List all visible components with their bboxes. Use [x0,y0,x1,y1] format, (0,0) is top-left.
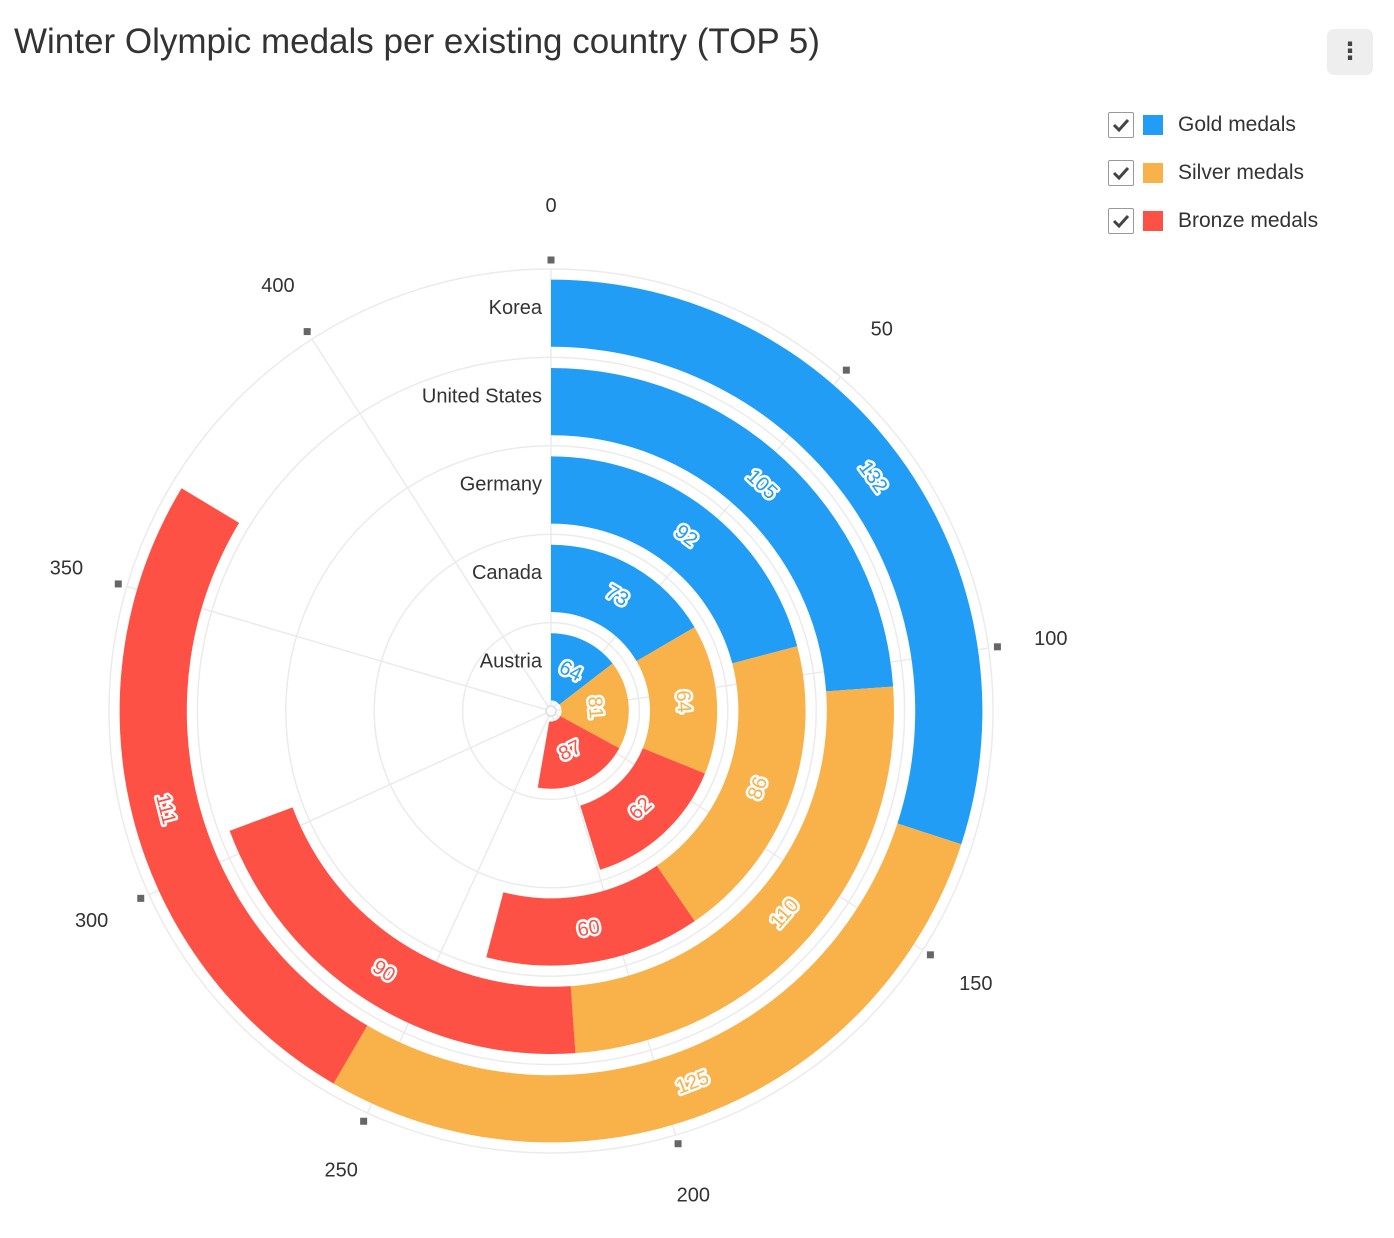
bar-segment[interactable] [486,865,695,966]
checkbox-gold[interactable] [1108,112,1134,138]
bar-segment[interactable] [656,646,806,922]
bar-segment[interactable] [559,663,629,749]
data-label: 64 [671,690,695,714]
tick-mark [547,256,555,264]
checkmark-icon [1112,214,1130,228]
bar-segment[interactable] [537,716,620,789]
tick-mark [360,1117,368,1125]
checkbox-silver[interactable] [1108,160,1134,186]
bar-segment[interactable] [570,686,894,1054]
ticks-layer: 0 50 100 150 200 250 300 350 400 [50,195,1068,1207]
more-vert-icon: ⋮ [1338,38,1362,65]
legend-label-bronze: Bronze medals [1178,209,1319,232]
data-label: 60 [576,916,602,941]
category-label: United States [422,385,542,407]
legend-swatch-gold [1143,115,1163,135]
bar-segment[interactable] [551,544,695,662]
bar-segment[interactable] [636,627,718,774]
category-label: Austria [480,650,543,672]
legend-swatch-bronze [1143,211,1163,231]
chart-title: Winter Olympic medals per existing count… [14,22,820,61]
tick-mark [842,366,850,374]
tick-label: 200 [677,1185,710,1207]
tick-label: 400 [261,275,294,297]
checkmark-icon [1112,118,1130,132]
data-label: 81 [583,696,607,720]
tick-label: 250 [325,1159,358,1181]
legend-item-silver[interactable]: Silver medals [1108,156,1318,190]
bar-segment[interactable] [551,456,798,664]
legend-label-silver: Silver medals [1178,161,1305,184]
legend: Gold medals Silver medals Bronze medals [1108,108,1318,252]
tick-label: 100 [1034,628,1067,650]
tick-label: 0 [545,195,556,217]
bar-segment[interactable] [580,748,705,870]
tick-mark [114,580,122,588]
category-label: Korea [489,297,543,319]
tick-mark [674,1140,682,1148]
bar-segment[interactable] [551,279,983,845]
grid-spoke [311,338,552,712]
tick-mark [303,328,311,336]
bar-segment[interactable] [551,368,894,692]
tick-label: 350 [50,558,83,580]
category-label: Canada [472,562,543,584]
category-labels-layer: Korea United States Germany Canada Austria [422,297,543,673]
bar-segment[interactable] [333,823,962,1143]
tick-mark [993,643,1001,651]
legend-swatch-silver [1143,163,1163,183]
tick-mark [137,894,145,902]
center-dot [545,705,557,717]
tick-label: 300 [75,910,108,932]
checkmark-icon [1112,166,1130,180]
checkbox-bronze[interactable] [1108,208,1134,234]
bar-segment[interactable] [229,807,576,1054]
bars-layer [119,279,983,1143]
chart-menu-button[interactable]: ⋮ [1327,29,1373,75]
tick-label: 150 [959,973,992,995]
legend-item-gold[interactable]: Gold medals [1108,108,1318,142]
category-label: Germany [460,474,542,496]
bar-segment[interactable] [119,488,368,1084]
legend-label-gold: Gold medals [1178,113,1296,136]
tick-mark [926,951,934,959]
bar-segment[interactable] [551,633,613,705]
legend-item-bronze[interactable]: Bronze medals [1108,204,1318,238]
tick-label: 50 [871,318,893,340]
